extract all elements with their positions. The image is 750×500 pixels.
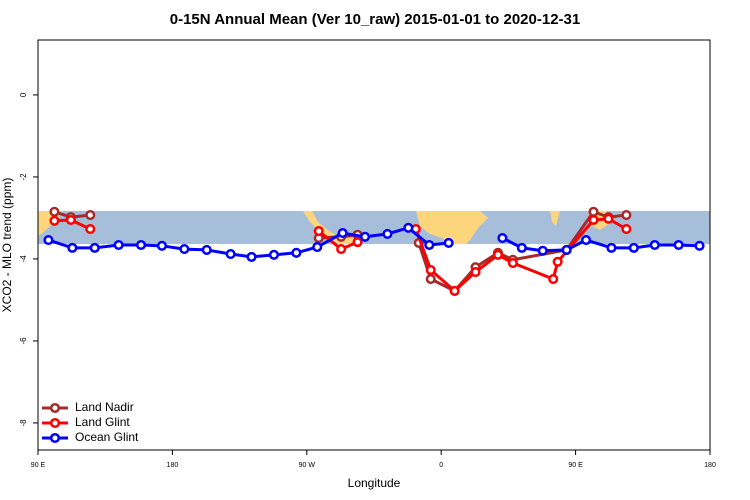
x-tick-label: 180 bbox=[704, 462, 716, 469]
point bbox=[581, 235, 592, 246]
point bbox=[673, 239, 684, 251]
point bbox=[537, 245, 548, 256]
point bbox=[588, 206, 599, 217]
point bbox=[359, 231, 371, 242]
point bbox=[497, 232, 508, 244]
point bbox=[49, 206, 60, 217]
point bbox=[352, 237, 363, 248]
x-axis-label: Longitude bbox=[348, 476, 401, 490]
point bbox=[135, 239, 147, 251]
legend-label: Land Glint bbox=[75, 415, 130, 429]
y-tick-label: -6 bbox=[19, 337, 28, 345]
plot-frame bbox=[37, 39, 711, 451]
point bbox=[507, 257, 518, 269]
point bbox=[67, 242, 78, 253]
point bbox=[561, 244, 572, 255]
point bbox=[552, 256, 563, 267]
point bbox=[492, 249, 503, 260]
point bbox=[312, 242, 323, 253]
point bbox=[694, 240, 705, 251]
land bbox=[550, 211, 560, 226]
x-tick-label: 90 W bbox=[299, 462, 316, 469]
point bbox=[628, 242, 639, 253]
point bbox=[470, 267, 481, 278]
point bbox=[606, 242, 617, 253]
point bbox=[246, 251, 257, 262]
y-tick-label: -8 bbox=[19, 419, 28, 427]
point bbox=[291, 247, 302, 258]
point bbox=[337, 228, 348, 239]
point bbox=[403, 222, 414, 233]
legend-marker bbox=[49, 432, 61, 444]
land bbox=[416, 211, 488, 244]
point bbox=[65, 214, 76, 226]
point bbox=[89, 242, 100, 253]
point bbox=[43, 235, 54, 246]
point bbox=[425, 273, 436, 285]
point bbox=[588, 214, 599, 226]
point bbox=[201, 244, 212, 255]
point bbox=[313, 226, 324, 237]
y-tick-label: 0 bbox=[19, 92, 28, 97]
point bbox=[424, 239, 435, 251]
point bbox=[268, 249, 279, 260]
x-tick-label: 90 E bbox=[568, 462, 583, 469]
point bbox=[621, 210, 632, 221]
x-tick-label: 180 bbox=[167, 462, 179, 469]
legend-marker bbox=[49, 417, 61, 429]
y-axis-label: XCO2 - MLO trend (ppm) bbox=[0, 178, 14, 313]
y-tick-label: -2 bbox=[19, 173, 28, 181]
legend-label: Land Nadir bbox=[75, 400, 134, 414]
point bbox=[113, 239, 124, 251]
y-tick-label: -4 bbox=[19, 255, 28, 263]
legend-marker bbox=[49, 402, 61, 414]
point bbox=[649, 239, 660, 251]
point bbox=[179, 244, 190, 255]
point bbox=[156, 240, 167, 251]
point bbox=[425, 264, 436, 276]
point bbox=[225, 248, 236, 260]
point bbox=[449, 285, 460, 296]
point bbox=[85, 223, 96, 235]
x-tick-label: 90 E bbox=[31, 462, 46, 469]
point bbox=[621, 223, 632, 235]
point bbox=[382, 228, 393, 239]
point bbox=[336, 244, 347, 255]
x-tick-label: 0 bbox=[439, 462, 443, 469]
point bbox=[443, 237, 454, 248]
point bbox=[49, 215, 60, 226]
point bbox=[516, 242, 527, 253]
legend-label: Ocean Glint bbox=[75, 430, 139, 444]
point bbox=[85, 210, 96, 221]
chart-title: 0-15N Annual Mean (Ver 10_raw) 2015-01-0… bbox=[170, 11, 580, 28]
point bbox=[548, 273, 559, 285]
point bbox=[603, 213, 614, 224]
